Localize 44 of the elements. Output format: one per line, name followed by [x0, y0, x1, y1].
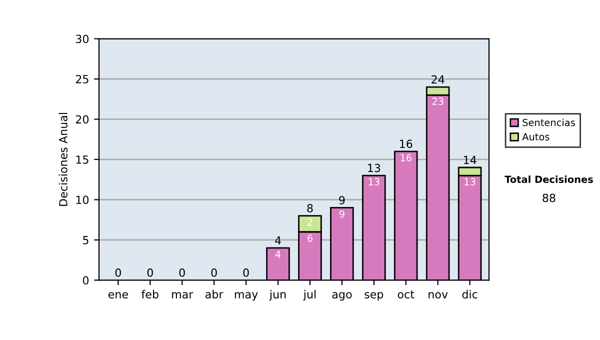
legend-label: Autos	[522, 133, 550, 140]
total-label: 0	[179, 268, 185, 277]
total-label: 4	[275, 236, 281, 244]
total-label: 14	[464, 156, 476, 164]
y-tick-label: 15	[76, 156, 88, 164]
total-label: 8	[307, 204, 313, 212]
data-label: 13	[368, 178, 380, 186]
data-label: 4	[275, 250, 281, 258]
x-tick-label: nov	[428, 292, 448, 298]
text: Total Decisiones	[504, 175, 593, 184]
x-tick-label: oct	[398, 290, 414, 298]
x-tick-label: dic	[462, 290, 478, 298]
y-tick-label: 5	[83, 236, 88, 244]
y-tick-label: 0	[82, 276, 89, 285]
data-label: 13	[464, 178, 476, 186]
total-label: 0	[115, 268, 121, 277]
x-tick-label: mar	[172, 292, 194, 298]
total-label: 0	[211, 268, 217, 277]
legend-label: Sentencias	[522, 118, 575, 126]
data-label: 6	[308, 234, 312, 242]
data-label: 23	[432, 98, 444, 106]
total-label: 13	[368, 164, 380, 172]
data-label: 16	[400, 154, 412, 162]
x-tick-label: jul	[303, 290, 316, 301]
total-label: 9	[339, 196, 345, 204]
x-tick-label: may	[234, 292, 258, 301]
data-label: 2	[308, 218, 312, 226]
total-label: 0	[147, 268, 153, 277]
y-tick-label: 10	[76, 196, 89, 204]
y-tick-label: 20	[76, 115, 89, 124]
total-label: 24	[432, 75, 444, 84]
total-label: 16	[400, 140, 412, 148]
x-tick-label: sep	[364, 292, 384, 301]
x-tick-label: abr	[206, 290, 224, 298]
data-label: 9	[339, 210, 344, 218]
total-label: 0	[243, 268, 249, 277]
x-tick-label: jun	[269, 290, 286, 301]
x-tick-label: ene	[108, 292, 128, 298]
y-tick-label: 25	[76, 74, 88, 84]
text: 88	[542, 194, 556, 202]
x-tick-label: ago	[332, 292, 352, 301]
y-tick-label: 30	[76, 34, 89, 44]
x-tick-label: feb	[142, 290, 158, 298]
y-axis-title: Decisiones Anual	[58, 112, 68, 206]
